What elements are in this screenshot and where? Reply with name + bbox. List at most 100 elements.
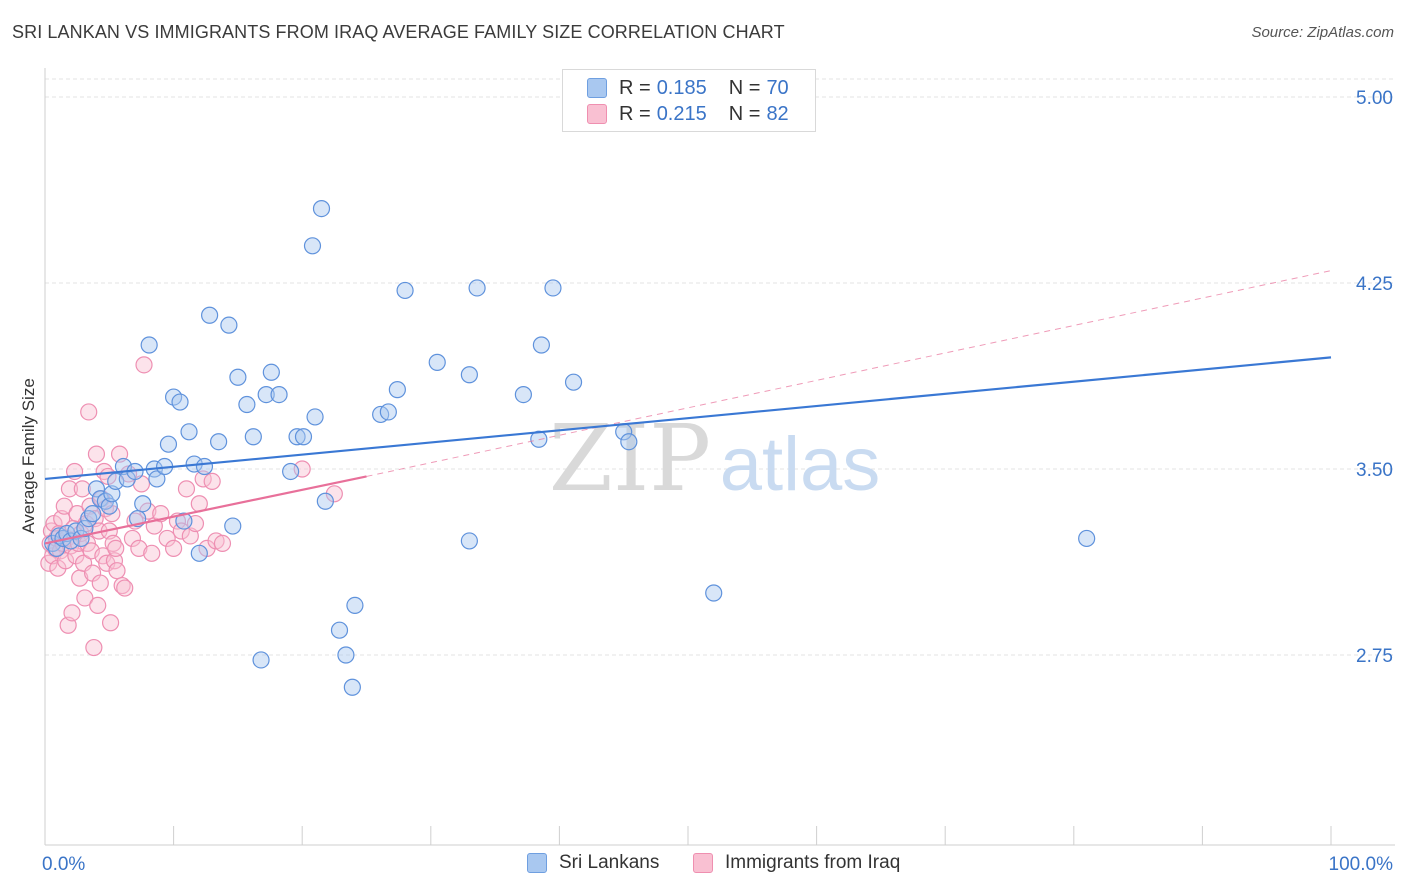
data-point-iraq	[101, 614, 120, 632]
data-point-srilankan	[303, 237, 322, 255]
y-tick-label: 3.50	[1356, 460, 1393, 481]
data-point-srilankan	[532, 336, 550, 354]
trend-lines	[44, 270, 1332, 545]
data-point-srilankan	[171, 393, 189, 411]
data-point-iraq	[60, 480, 79, 498]
legend-n-label: N =	[728, 102, 761, 125]
data-point-srilankan	[134, 495, 152, 513]
data-point-srilankan	[312, 200, 331, 218]
data-point-iraq	[135, 356, 153, 374]
data-point-iraq	[116, 579, 134, 597]
data-point-iraq	[76, 589, 94, 607]
series-iraq-points	[40, 356, 343, 657]
data-point-srilankan	[76, 519, 94, 538]
legend-r-label: R =	[619, 102, 651, 125]
data-point-iraq	[213, 534, 232, 553]
data-point-srilankan	[316, 492, 334, 510]
data-point-srilankan	[282, 462, 300, 481]
data-point-srilankan	[87, 480, 106, 498]
data-point-srilankan	[140, 336, 158, 354]
y-tick-label: 5.00	[1356, 88, 1393, 109]
data-point-srilankan	[379, 403, 397, 421]
data-point-iraq	[73, 480, 91, 498]
data-point-srilankan	[257, 386, 275, 404]
data-point-iraq	[55, 497, 73, 515]
data-point-srilankan	[564, 373, 583, 391]
data-point-srilankan	[388, 381, 406, 399]
data-point-srilankan	[270, 386, 288, 404]
data-point-srilankan	[705, 584, 723, 602]
data-point-iraq	[203, 472, 221, 490]
data-point-srilankan	[252, 651, 270, 669]
data-point-srilankan	[288, 428, 306, 446]
legend-n-label: N =	[728, 76, 761, 99]
legend-r-value: 0.185	[656, 76, 707, 99]
data-point-iraq	[158, 529, 176, 548]
data-point-srilankan	[229, 368, 247, 386]
y-axis-label: Average Family Size	[19, 378, 38, 534]
chart-source: Source: ZipAtlas.com	[1251, 24, 1394, 41]
data-point-iraq	[104, 534, 122, 553]
axes	[44, 68, 1395, 846]
data-point-iraq	[165, 539, 183, 557]
data-point-iraq	[105, 552, 124, 570]
data-point-iraq	[108, 562, 126, 580]
data-point-srilankan	[244, 428, 262, 446]
tick-labels: 2.75 3.50 4.25 5.00 0.0% 100.0%	[42, 88, 1393, 875]
bottom-legend-srilankans: Sri Lankans	[527, 852, 659, 874]
data-point-srilankan	[201, 306, 219, 324]
data-point-srilankan	[83, 505, 102, 523]
data-point-srilankan	[330, 621, 349, 639]
data-point-iraq	[172, 522, 190, 540]
data-point-srilankan	[195, 457, 214, 476]
data-point-iraq	[123, 529, 142, 548]
legend-swatch-pink	[587, 104, 607, 124]
data-point-srilankan	[262, 363, 280, 381]
data-point-srilankan	[346, 596, 364, 615]
data-point-iraq	[85, 638, 103, 657]
bottom-legend-iraq: Immigrants from Iraq	[693, 852, 900, 874]
data-point-srilankan	[1078, 529, 1096, 548]
watermark: ZIP atlas	[549, 405, 880, 512]
bottom-legend-label-iraq: Immigrants from Iraq	[725, 852, 901, 873]
data-point-iraq	[80, 403, 98, 421]
bottom-legend-swatch-blue	[527, 853, 547, 873]
data-point-srilankan	[220, 316, 238, 334]
data-point-iraq	[91, 574, 109, 592]
trend-line-srilankans	[44, 356, 1332, 481]
legend-row-iraq: R = 0.215 N = 82	[587, 102, 789, 126]
data-point-srilankan	[428, 353, 446, 371]
data-point-srilankan	[175, 512, 193, 530]
data-point-srilankan	[396, 281, 414, 300]
data-point-srilankan	[460, 532, 478, 550]
data-point-srilankan	[306, 408, 324, 426]
data-point-srilankan	[514, 386, 532, 404]
data-point-srilankan	[180, 423, 198, 441]
data-point-srilankan	[294, 428, 313, 446]
data-point-iraq	[143, 544, 161, 562]
data-point-srilankan	[210, 433, 228, 451]
data-point-srilankan	[468, 279, 486, 297]
data-point-iraq	[177, 480, 196, 498]
data-point-srilankan	[224, 517, 242, 535]
data-point-srilankan	[190, 544, 208, 562]
legend-r-label: R =	[619, 76, 651, 99]
x-tick-label-max: 100.0%	[1329, 854, 1394, 875]
data-point-srilankan	[238, 395, 256, 414]
legend-r-value: 0.215	[656, 102, 707, 125]
data-point-iraq	[89, 596, 107, 615]
legend-row-srilankans: R = 0.185 N = 70	[587, 76, 789, 100]
data-point-srilankan	[159, 435, 178, 453]
legend-n-value: 70	[766, 76, 789, 99]
data-point-srilankan	[620, 433, 638, 451]
bottom-legend-label-srilankans: Sri Lankans	[559, 852, 660, 873]
data-point-iraq	[107, 539, 125, 557]
data-point-srilankan	[460, 366, 478, 384]
legend-n-value: 82	[766, 102, 789, 125]
data-point-srilankan	[343, 678, 361, 696]
data-point-iraq	[113, 576, 131, 595]
chart-title: SRI LANKAN VS IMMIGRANTS FROM IRAQ AVERA…	[12, 22, 785, 42]
bottom-legend-swatch-pink	[693, 853, 713, 873]
legend: R = 0.185 N = 70 R = 0.215 N = 82	[562, 69, 816, 132]
watermark-atlas: atlas	[720, 422, 881, 507]
